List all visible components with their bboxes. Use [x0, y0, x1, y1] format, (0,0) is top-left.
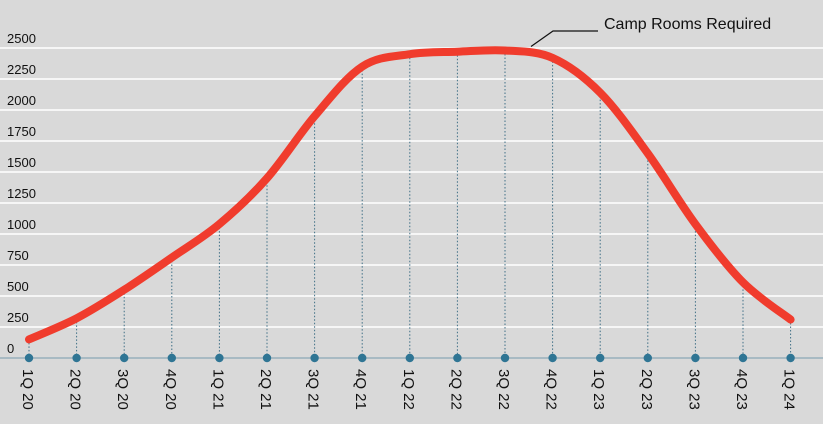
x-marker: [262, 353, 272, 363]
y-tick-label: 1000: [7, 217, 36, 232]
y-axis-tick-labels: 0 250 500 750 1000 1250 1500 1750 2000 2250 2500: [7, 31, 36, 356]
y-tick-label: 0: [7, 341, 14, 356]
x-tick-label: 3Q 22: [495, 369, 512, 410]
x-marker: [453, 353, 462, 363]
y-tick-label: 1250: [7, 186, 36, 201]
x-tick-label: 4Q 23: [733, 369, 750, 410]
x-marker: [786, 353, 795, 363]
y-tick-label: 750: [7, 248, 29, 263]
series-line-camp-rooms-required: [25, 46, 795, 344]
x-tick-label: 1Q 23: [590, 369, 607, 410]
x-marker: [548, 353, 557, 363]
x-tick-label: 4Q 20: [162, 369, 179, 410]
x-marker: [72, 353, 81, 363]
x-marker: [691, 353, 700, 363]
x-tick-label: 1Q 22: [400, 369, 417, 410]
x-marker: [358, 353, 367, 363]
x-marker: [405, 353, 414, 363]
y-tick-label: 1500: [7, 155, 36, 170]
y-tick-label: 2500: [7, 31, 36, 46]
x-marker: [738, 353, 748, 363]
x-tick-label: 1Q 21: [209, 369, 226, 410]
x-tick-label: 2Q 20: [67, 369, 84, 410]
x-tick-label: 4Q 21: [352, 369, 369, 410]
x-tick-label: 3Q 23: [685, 369, 702, 410]
x-tick-label: 2Q 23: [638, 369, 655, 410]
x-marker: [215, 353, 224, 363]
y-tick-label: 2250: [7, 62, 36, 77]
x-axis-tick-labels: 1Q 20 2Q 20 3Q 20 4Q 20 1Q 21 2Q 21 3Q 21 4Q 21…: [19, 369, 798, 410]
annotation-leader-line: [530, 30, 598, 47]
x-tick-label: 1Q 20: [19, 369, 36, 410]
x-tick-label: 3Q 20: [114, 369, 131, 410]
x-tick-label: 1Q 24: [781, 369, 798, 410]
x-marker: [167, 353, 176, 363]
y-tick-label: 1750: [7, 124, 36, 139]
y-tick-label: 500: [7, 279, 29, 294]
drop-lines: [28, 50, 792, 358]
y-tick-label: 250: [7, 310, 29, 325]
x-tick-label: 2Q 21: [257, 369, 274, 410]
x-tick-label: 4Q 22: [543, 369, 560, 410]
annotation-label: Camp Rooms Required: [604, 16, 771, 33]
x-marker: [596, 353, 605, 363]
x-tick-label: 2Q 22: [447, 369, 464, 410]
x-marker: [24, 353, 34, 363]
x-marker: [120, 353, 129, 363]
x-tick-label: 3Q 21: [305, 369, 322, 410]
y-tick-label: 2000: [7, 93, 36, 108]
x-axis-markers: [24, 353, 795, 363]
gridlines: [0, 47, 823, 328]
x-marker: [643, 353, 652, 363]
x-marker: [500, 353, 510, 363]
x-marker: [310, 353, 319, 363]
